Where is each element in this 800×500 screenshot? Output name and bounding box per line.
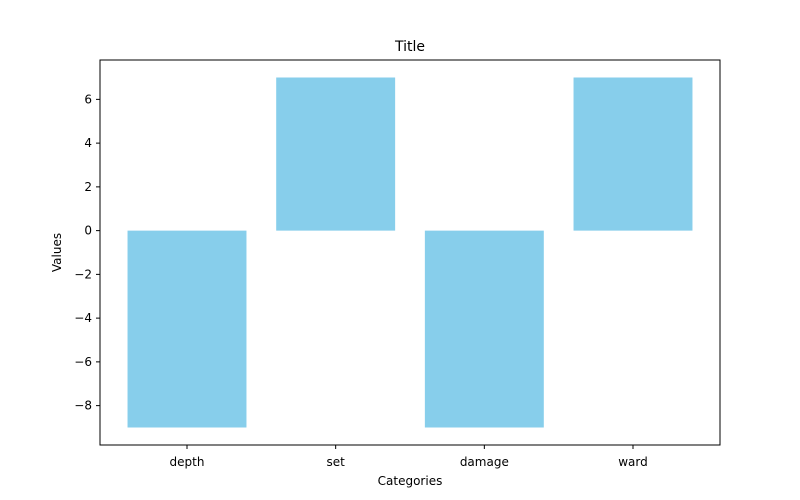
y-tick-label: 0 <box>84 224 92 238</box>
y-tick-label: 4 <box>84 136 92 150</box>
y-tick-label: 6 <box>84 92 92 106</box>
bars-group <box>128 78 693 428</box>
x-tick-label-set: set <box>326 455 345 469</box>
y-tick-label: −4 <box>74 311 92 325</box>
y-tick-label: 2 <box>84 180 92 194</box>
bar-depth <box>128 231 247 428</box>
y-tick-label: −6 <box>74 355 92 369</box>
bar-set <box>276 78 395 231</box>
x-tick-label-depth: depth <box>170 455 205 469</box>
x-axis-ticks: depth set damage ward <box>170 445 648 469</box>
y-axis-ticks: −8 −6 −4 −2 0 2 4 6 <box>74 92 100 412</box>
bar-ward <box>574 78 693 231</box>
bar-damage <box>425 231 544 428</box>
y-tick-label: −8 <box>74 399 92 413</box>
x-axis-label: Categories <box>378 474 443 488</box>
y-axis-label: Values <box>50 233 64 272</box>
x-tick-label-ward: ward <box>618 455 648 469</box>
x-tick-label-damage: damage <box>460 455 509 469</box>
y-tick-label: −2 <box>74 267 92 281</box>
chart-title: Title <box>394 39 425 55</box>
